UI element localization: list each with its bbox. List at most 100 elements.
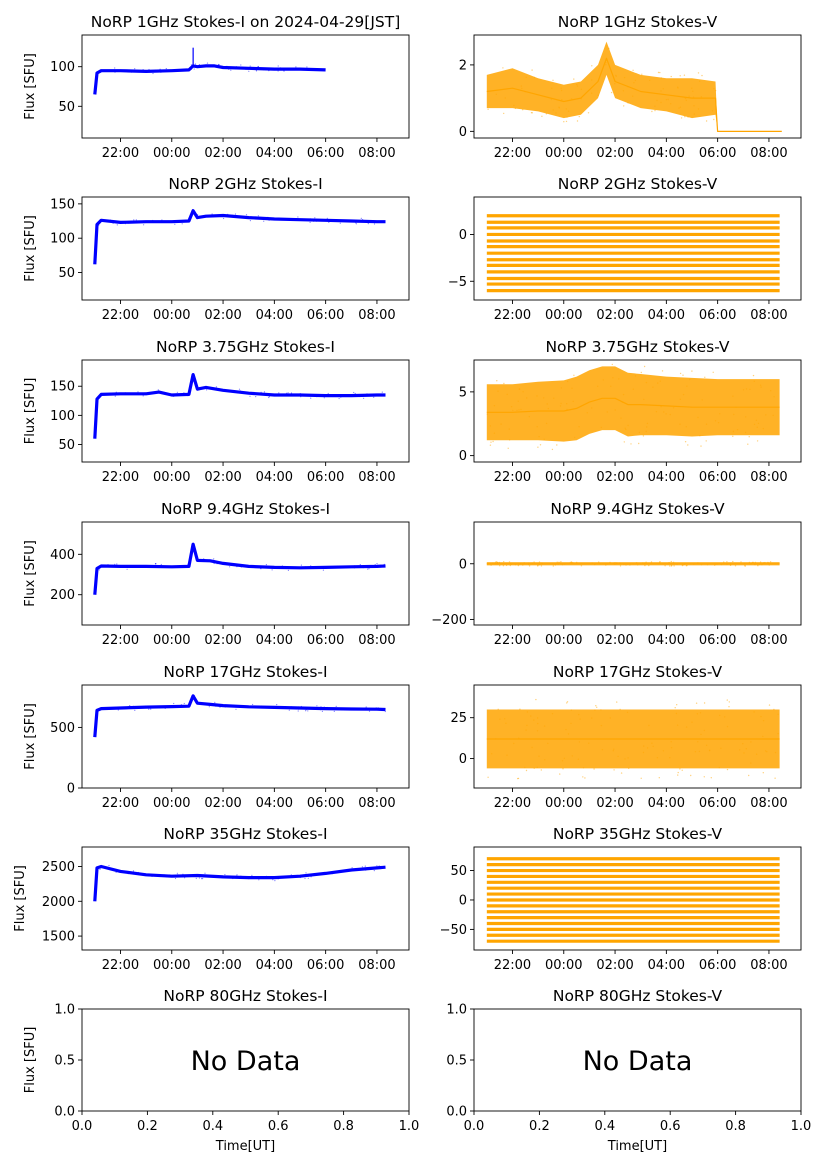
- data-point: [660, 406, 662, 408]
- data-point: [679, 372, 682, 375]
- data-point: [517, 564, 520, 567]
- data-point: [517, 400, 519, 402]
- data-point: [533, 719, 535, 721]
- x-tick-label: 22:00: [494, 796, 531, 811]
- data-point: [289, 707, 291, 709]
- y-tick-label: −5: [448, 275, 467, 290]
- data-point: [320, 709, 322, 711]
- data-point: [127, 873, 129, 875]
- data-point: [679, 106, 682, 108]
- data-point: [685, 97, 687, 100]
- series-band: [486, 41, 782, 132]
- data-point: [641, 73, 643, 76]
- data-point: [570, 561, 573, 563]
- y-tick-label: 0.0: [54, 1105, 75, 1120]
- data-point: [135, 219, 137, 221]
- data-point: [201, 387, 204, 389]
- data-point: [280, 67, 282, 69]
- data-point: [582, 776, 584, 778]
- data-point: [254, 876, 256, 878]
- panel-12: NoRP 80GHz Stokes-I 0.0 0.2 0.4 0.6 0.8 1.0 0.0…: [23, 987, 419, 1154]
- data-point: [384, 710, 386, 713]
- data-point: [155, 563, 157, 565]
- data-point: [533, 76, 536, 79]
- x-tick-label: 0.4: [594, 1119, 615, 1134]
- data-point: [328, 221, 330, 223]
- data-point: [554, 564, 557, 566]
- data-point: [117, 709, 119, 711]
- data-point: [234, 705, 236, 707]
- data-point: [680, 117, 683, 119]
- data-point: [677, 774, 679, 776]
- data-point: [267, 216, 269, 218]
- data-point: [686, 564, 688, 567]
- y-axis-label: Flux [SFU]: [23, 703, 38, 770]
- data-point: [597, 385, 599, 387]
- data-point: [227, 213, 229, 215]
- data-point: [297, 706, 300, 708]
- data-point: [696, 713, 699, 715]
- data-point: [249, 220, 251, 222]
- x-tick-label: 22:00: [494, 470, 531, 485]
- data-point: [287, 569, 289, 572]
- data-point: [752, 374, 755, 377]
- data-point: [566, 380, 569, 383]
- data-point: [268, 70, 270, 72]
- data-point: [774, 751, 777, 754]
- data-point: [588, 742, 590, 744]
- data-point: [204, 872, 206, 874]
- data-point: [504, 718, 506, 720]
- data-point: [705, 120, 708, 122]
- data-point: [691, 370, 693, 372]
- data-point: [176, 872, 178, 874]
- data-point: [745, 388, 748, 390]
- data-point: [310, 397, 312, 399]
- data-point: [199, 216, 201, 218]
- data-point: [487, 776, 489, 778]
- data-point: [153, 566, 155, 569]
- y-tick-label: 0.5: [54, 1054, 75, 1069]
- x-tick-label: 00:00: [545, 633, 582, 648]
- data-point: [556, 561, 558, 563]
- data-point: [211, 213, 213, 215]
- data-point: [723, 561, 725, 563]
- data-point: [627, 424, 629, 427]
- data-point: [328, 219, 330, 222]
- data-point: [489, 425, 492, 427]
- axes-frame: [81, 521, 410, 626]
- y-tick-label: 2000: [42, 895, 75, 910]
- data-point: [305, 872, 307, 874]
- data-point: [197, 65, 199, 68]
- data-point: [643, 398, 645, 401]
- data-point: [207, 216, 209, 218]
- data-point: [676, 704, 678, 706]
- data-point: [685, 99, 687, 102]
- data-point: [695, 702, 698, 704]
- x-tick-label: 02:00: [596, 796, 633, 811]
- data-point: [600, 724, 603, 727]
- data-point: [669, 757, 671, 759]
- data-point: [138, 70, 140, 72]
- data-point: [263, 391, 266, 393]
- data-point: [278, 567, 280, 569]
- x-tick-label: 0.2: [529, 1119, 550, 1134]
- data-point: [742, 743, 744, 745]
- data-point: [335, 705, 337, 708]
- data-point: [362, 219, 364, 221]
- x-tick-label: 08:00: [750, 470, 787, 485]
- data-point: [236, 216, 238, 218]
- x-tick-label: 08:00: [358, 470, 395, 485]
- no-data-message: No Data: [191, 1046, 301, 1077]
- data-point: [160, 563, 162, 566]
- x-tick-label: 04:00: [648, 958, 685, 973]
- data-point: [652, 745, 654, 748]
- x-tick-label: 08:00: [750, 958, 787, 973]
- x-tick-label: 04:00: [256, 470, 293, 485]
- data-point: [159, 875, 161, 878]
- data-point: [245, 68, 247, 70]
- data-point: [154, 221, 156, 223]
- x-tick-label: 08:00: [358, 146, 395, 161]
- data-point: [173, 395, 175, 397]
- data-point: [620, 417, 622, 419]
- data-point: [344, 709, 347, 711]
